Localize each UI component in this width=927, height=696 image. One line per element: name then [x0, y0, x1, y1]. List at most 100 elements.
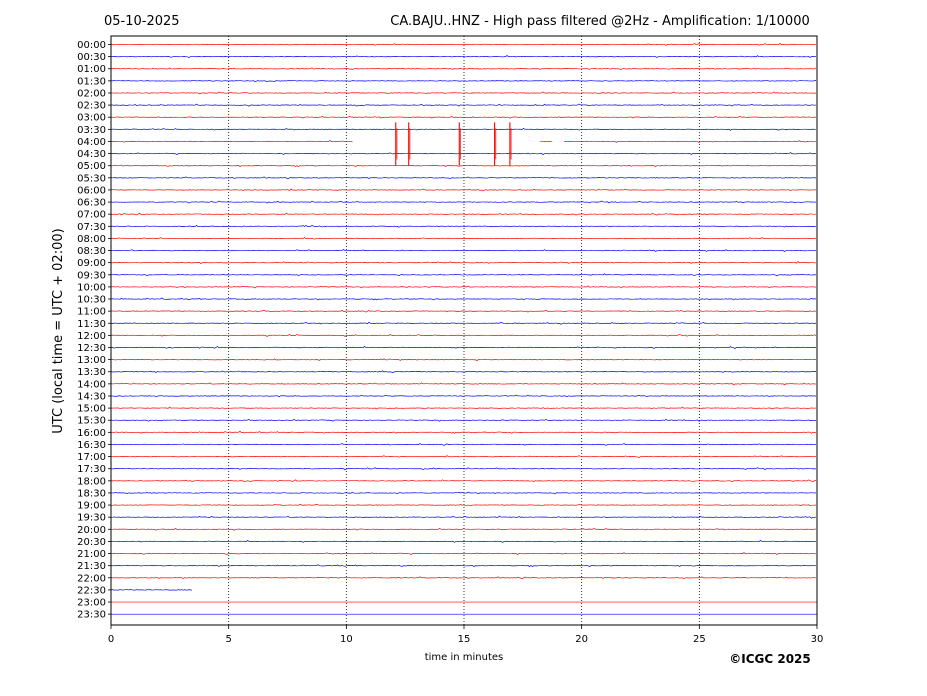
x-tick-label: 10: [340, 634, 353, 645]
trace-line: [110, 418, 817, 422]
x-tick-label: 15: [458, 634, 471, 645]
trace-line: [110, 491, 817, 495]
y-tick-label: 18:00: [77, 476, 106, 487]
header-date: 05-10-2025: [104, 14, 180, 29]
trace-line: [110, 249, 817, 252]
y-tick-label: 00:30: [77, 52, 106, 63]
trace-line: [110, 297, 817, 301]
y-tick-label: 02:00: [77, 88, 106, 99]
y-axis-label: UTC (local time = UTC + 02:00): [51, 228, 66, 433]
trace-line: [110, 152, 817, 156]
y-tick-label: 13:00: [77, 355, 106, 366]
trace-line: [110, 333, 817, 337]
x-gridlines: [228, 36, 700, 625]
trace-line: [110, 430, 817, 434]
trace-line: [110, 261, 817, 264]
trace-line: [110, 552, 817, 556]
y-tick-label: 04:00: [77, 137, 106, 148]
y-tick-label: 20:00: [77, 525, 106, 536]
y-tick-label: 22:00: [77, 573, 106, 584]
y-tick-label: 06:00: [77, 185, 106, 196]
y-tick-label: 01:30: [77, 76, 106, 87]
y-tick-label: 14:00: [77, 379, 106, 390]
trace-line: [110, 346, 817, 349]
trace-line: [110, 467, 817, 471]
y-tick-label: 18:30: [77, 488, 106, 499]
trace-line: [110, 588, 193, 591]
seismic-traces: [110, 43, 817, 615]
trace-line: [111, 503, 817, 507]
y-tick-label: 21:00: [77, 549, 106, 560]
x-tick-label: 25: [693, 634, 706, 645]
trace-line: [110, 115, 817, 119]
trace-line: [110, 164, 817, 168]
event-spikes: [395, 122, 512, 166]
y-tick-label: 15:30: [77, 416, 106, 427]
trace-line: [110, 55, 817, 58]
trace-line: [110, 358, 817, 362]
y-tick-label: 07:00: [77, 210, 106, 221]
y-tick-label: 11:00: [77, 307, 106, 318]
trace-line: [110, 285, 817, 289]
trace-line: [110, 212, 817, 216]
trace-line: [110, 576, 817, 580]
y-tick-label: 05:30: [77, 173, 106, 184]
y-tick-label: 05:00: [77, 161, 106, 172]
trace-line: [110, 139, 817, 143]
x-tick-label: 0: [108, 634, 114, 645]
trace-line: [110, 539, 817, 543]
x-tick-label: 30: [811, 634, 824, 645]
trace-line: [110, 237, 817, 240]
trace-line: [110, 382, 817, 386]
y-tick-label: 03:00: [77, 113, 106, 124]
trace-line: [110, 443, 817, 446]
y-tick-label: 02:30: [77, 101, 106, 112]
trace-line: [110, 370, 817, 373]
trace-line: [110, 394, 817, 398]
trace-line: [110, 406, 817, 410]
trace-line: [110, 479, 817, 483]
y-tick-label: 17:30: [77, 464, 106, 475]
trace-line: [110, 79, 817, 83]
trace-line: [110, 188, 817, 192]
y-tick-label: 10:00: [77, 282, 106, 293]
trace-line: [110, 200, 817, 204]
trace-line: [110, 91, 817, 95]
trace-line: [110, 455, 817, 459]
y-tick-label: 20:30: [77, 537, 106, 548]
y-tick-label: 17:00: [77, 452, 106, 463]
x-axis-label: time in minutes: [425, 652, 504, 663]
y-tick-label: 09:30: [77, 270, 106, 281]
chart-title: CA.BAJU..HNZ - High pass filtered @2Hz -…: [390, 14, 810, 29]
y-tick-label: 00:00: [77, 40, 106, 51]
y-tick-label: 15:00: [77, 404, 106, 415]
trace-line: [110, 515, 817, 519]
trace-line: [110, 127, 817, 131]
y-tick-label: 14:30: [77, 391, 106, 402]
y-tick-label: 08:30: [77, 246, 106, 257]
y-tick-label: 07:30: [77, 222, 106, 233]
x-tick-label: 20: [575, 634, 588, 645]
x-tick-labels: 0 5 10 15 20 25 30: [108, 625, 824, 645]
y-tick-label: 13:30: [77, 367, 106, 378]
trace-line: [110, 225, 817, 228]
y-tick-label: 21:30: [77, 561, 106, 572]
trace-line: [110, 43, 817, 46]
y-tick-label: 23:30: [77, 610, 106, 621]
y-tick-label: 10:30: [77, 295, 106, 306]
y-tick-label: 11:30: [77, 319, 106, 330]
trace-line: [110, 103, 817, 107]
y-tick-label: 23:00: [77, 598, 106, 609]
y-tick-label: 12:00: [77, 331, 106, 342]
trace-line: [111, 321, 817, 325]
y-tick-label: 08:00: [77, 234, 106, 245]
trace-line: [110, 176, 817, 180]
y-tick-label: 19:00: [77, 501, 106, 512]
copyright-notice: ©ICGC 2025: [729, 652, 811, 666]
y-tick-label: 09:00: [77, 258, 106, 269]
y-tick-label: 06:30: [77, 198, 106, 209]
trace-line: [110, 528, 817, 531]
trace-line: [110, 273, 817, 277]
y-tick-label: 19:30: [77, 513, 106, 524]
